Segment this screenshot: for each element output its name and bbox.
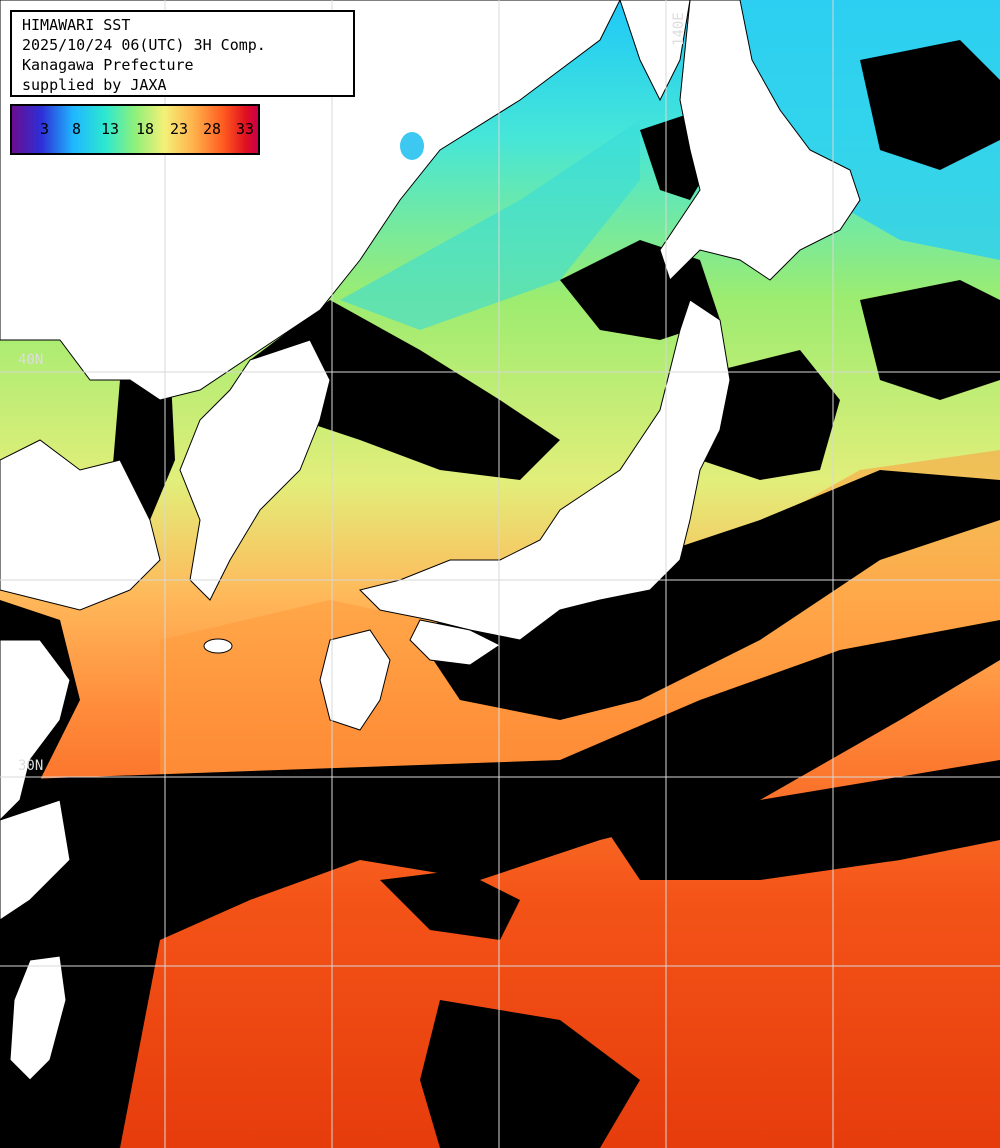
scale-label-3: 3 [40,120,50,138]
land-east-china [0,639,71,821]
color-scale: 3 8 13 18 23 28 33 [10,104,260,155]
scale-label-28: 28 [203,120,222,138]
land-honshu [359,299,731,641]
land-mainland-north [0,0,621,401]
color-scale-gradient [12,106,258,153]
land-kyushu [319,629,391,731]
land-hokkaido [659,0,861,281]
scale-label-18: 18 [136,120,155,138]
land-shikoku [409,619,501,666]
land-taiwan [9,955,67,1081]
latitude-label-40n: 40N [18,352,44,368]
land-sakhalin [619,0,691,102]
latitude-label-30n: 30N [18,758,44,774]
cold-water-sea-of-japan [340,120,640,330]
cloud-cover [0,40,1000,1148]
scale-label-13: 13 [101,120,120,138]
land-china-south [0,799,71,921]
longitude-label-140e: 140E [671,12,687,46]
land-china-coast [0,439,161,611]
land [0,0,861,1081]
land-island-oki [400,132,424,160]
title-box: HIMAWARI SST 2025/10/24 06(UTC) 3H Comp.… [10,10,355,97]
scale-label-23: 23 [170,120,189,138]
title-line-product: HIMAWARI SST [22,16,131,34]
title-line-prefecture: Kanagawa Prefecture [22,56,194,74]
title-line-datetime: 2025/10/24 06(UTC) 3H Comp. [22,36,266,54]
land-island-jeju [203,638,233,654]
scale-label-33: 33 [236,120,255,138]
scale-label-8: 8 [72,120,82,138]
title-line-supplier: supplied by JAXA [22,76,167,94]
